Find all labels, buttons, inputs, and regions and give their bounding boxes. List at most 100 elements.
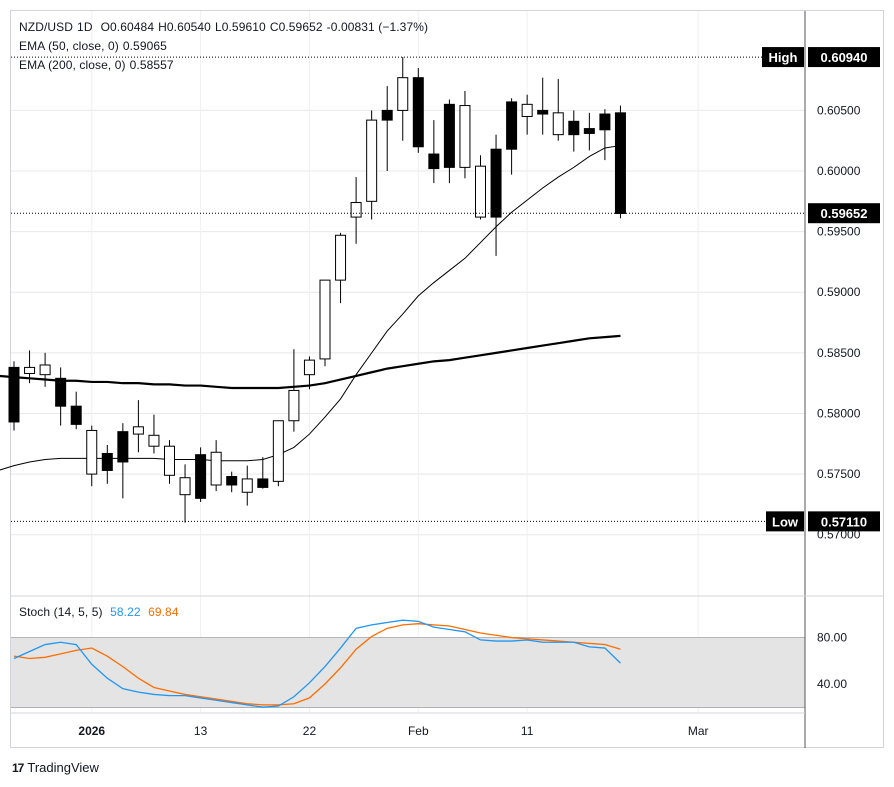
high-label: High <box>769 50 798 65</box>
candle <box>210 440 222 492</box>
time-label: Mar <box>688 724 709 738</box>
bull-candle-body <box>132 426 144 435</box>
candle <box>583 112 595 151</box>
candle <box>428 120 440 184</box>
candle <box>55 367 67 426</box>
bull-candle-body <box>272 420 284 482</box>
low-label-box <box>766 511 804 532</box>
candle <box>272 420 284 487</box>
candle <box>39 352 51 387</box>
candle <box>8 361 20 431</box>
candle <box>335 232 347 304</box>
bear-candle-body <box>8 366 20 423</box>
current-value-box <box>808 203 880 224</box>
bear-candle-body <box>614 112 626 214</box>
time-label: 2026 <box>78 724 105 738</box>
price-tick-label: 0.60000 <box>817 164 861 178</box>
bull-candle-body <box>164 445 175 476</box>
candle <box>459 91 471 179</box>
ema200-legend[interactable]: EMA (200, close, 0) 0.58557 <box>19 58 178 72</box>
bull-candle-body <box>179 477 191 496</box>
candle <box>381 86 393 172</box>
bull-candle-body <box>350 202 362 218</box>
candle <box>288 349 300 432</box>
stoch-k-value: 58.22 <box>110 605 141 619</box>
symbol-legend: NZD/USD 1D O0.60484 H0.60540 L0.59610 C0.5965… <box>19 20 432 34</box>
interval[interactable]: 1D <box>77 20 93 34</box>
bull-candle-body <box>210 451 222 486</box>
ema50-legend[interactable]: EMA (50, close, 0) 0.59065 <box>19 39 171 53</box>
candle <box>443 99 455 184</box>
high-value: H0.60540 <box>158 20 211 34</box>
axes: 0.60500 0.60000 0.59500 0.59000 0.58500 0.580… <box>11 11 884 748</box>
candle <box>537 77 549 135</box>
bear-candle-body <box>55 377 67 407</box>
tradingview-logo-icon: 17 <box>12 760 24 775</box>
price-tick-label: 0.59000 <box>817 285 861 299</box>
stoch-k-line <box>13 619 621 708</box>
low-value-box <box>808 511 880 532</box>
time-label: 11 <box>521 724 534 738</box>
bull-candle-body <box>319 279 331 360</box>
bear-candle-body <box>381 109 393 121</box>
candle <box>303 356 315 390</box>
close-value: C0.59652 <box>269 20 323 34</box>
bull-candle-body <box>24 366 36 374</box>
stoch-tick-label: 40.00 <box>817 677 847 691</box>
high-value: 0.60940 <box>821 50 868 65</box>
candle <box>226 471 238 493</box>
low-value: L0.59610 <box>214 20 266 34</box>
ema200-value: 0.58557 <box>129 58 174 72</box>
candle <box>397 57 409 141</box>
bull-candle-body <box>148 434 160 447</box>
price-tick-label: 0.59500 <box>817 225 861 239</box>
ema200-label: EMA (200, close, 0) <box>19 58 126 72</box>
bear-candle-body <box>101 452 113 471</box>
bull-candle-body <box>335 234 347 281</box>
stoch-legend[interactable]: Stoch (14, 5, 5) 58.22 69.84 <box>19 605 183 619</box>
symbol-name[interactable]: NZD/USD <box>19 20 74 34</box>
bear-candle-body <box>257 478 269 488</box>
bear-candle-body <box>599 113 611 131</box>
candle <box>70 391 82 430</box>
candle <box>241 465 253 506</box>
bear-candle-body <box>117 431 129 463</box>
candle <box>412 67 424 153</box>
bull-candle-body <box>366 119 378 202</box>
branding[interactable]: 17 TradingView <box>12 760 99 775</box>
bear-candle-body <box>428 153 440 170</box>
bear-candle-body <box>70 405 82 425</box>
bull-candle-body <box>86 429 98 475</box>
bear-candle-body <box>412 77 424 148</box>
candle <box>179 464 191 523</box>
current-value: 0.59652 <box>821 206 868 221</box>
ema50-label: EMA (50, close, 0) <box>19 39 119 53</box>
candle <box>257 457 269 489</box>
candle <box>552 78 564 141</box>
bear-candle-body <box>195 454 207 499</box>
candle <box>506 98 518 175</box>
candle <box>132 400 144 453</box>
candle <box>319 279 331 367</box>
candle <box>24 350 36 384</box>
candle <box>521 94 533 135</box>
price-tick-label: 0.58000 <box>817 406 861 420</box>
bull-candle-body <box>303 359 315 376</box>
candle <box>101 444 113 484</box>
price-tick-label: 0.60500 <box>817 103 861 117</box>
bull-candle-body <box>475 165 486 218</box>
candle <box>148 414 160 454</box>
bear-candle-body <box>506 101 518 150</box>
bull-candle-body <box>459 105 471 168</box>
bear-candle-body <box>568 120 580 136</box>
candle <box>599 109 611 161</box>
candle <box>164 440 175 484</box>
stoch-d-line <box>13 623 621 706</box>
time-label: 22 <box>303 724 317 738</box>
candle <box>350 177 362 244</box>
ema50-value: 0.59065 <box>122 39 167 53</box>
bear-candle-body <box>226 476 238 486</box>
time-label: 13 <box>194 724 208 738</box>
bear-candle-body <box>490 148 502 218</box>
